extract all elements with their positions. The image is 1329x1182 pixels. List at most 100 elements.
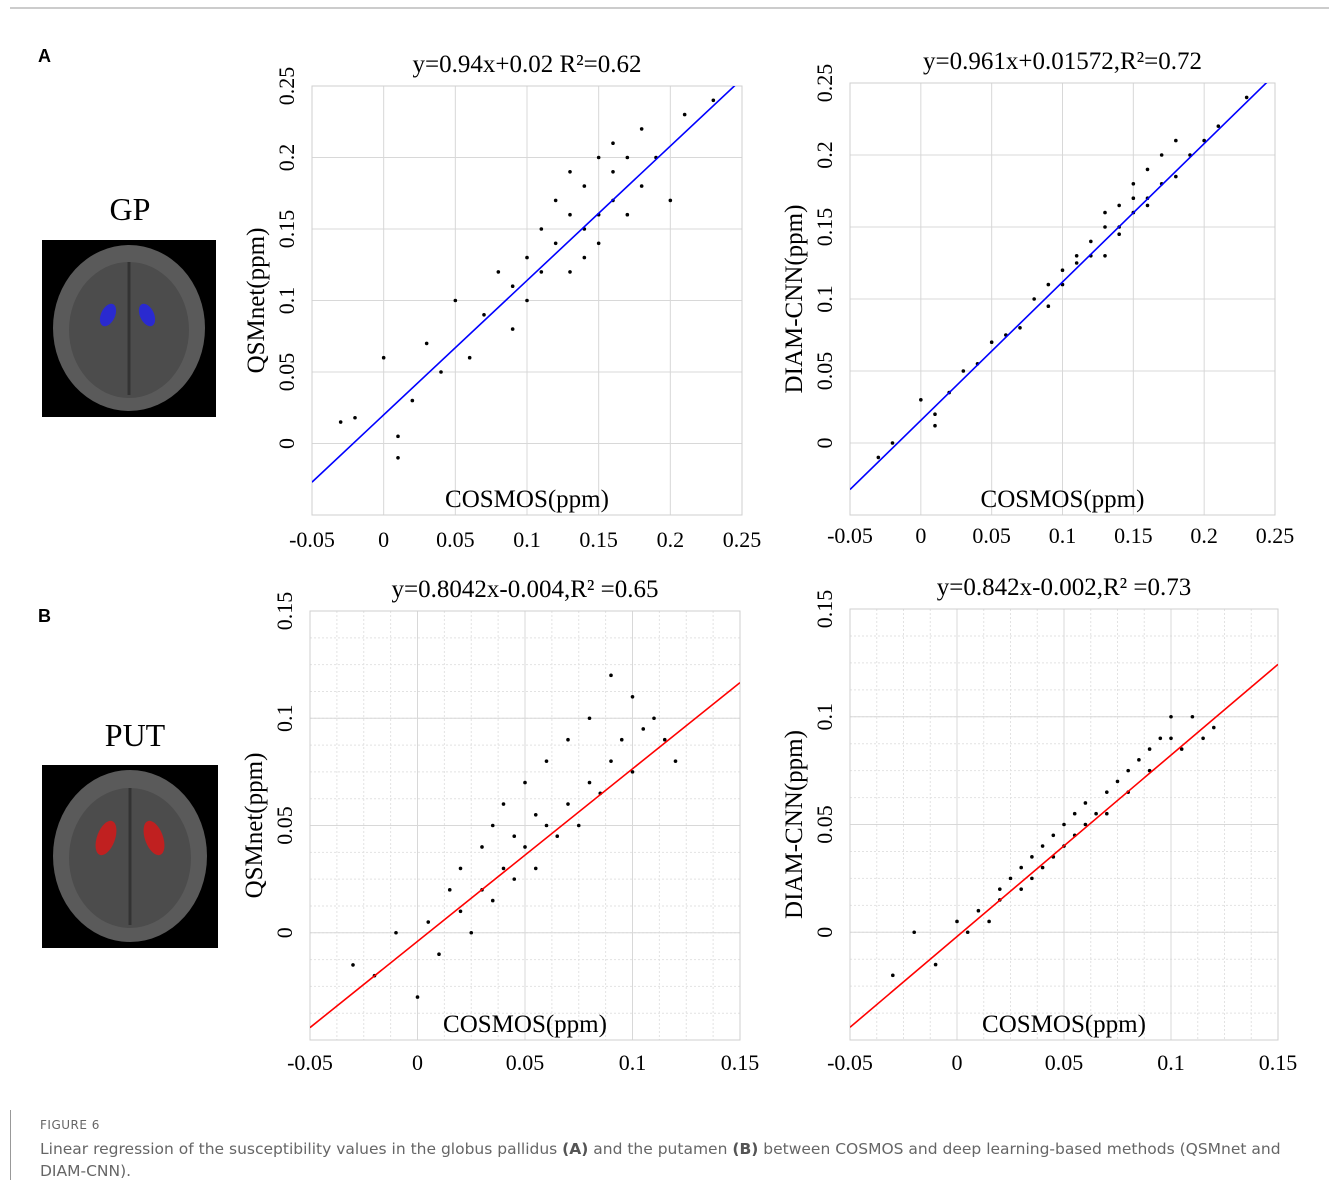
point (525, 298, 529, 303)
point (933, 412, 937, 417)
frame-line (10, 1110, 11, 1180)
y-tick-label: 0.2 (812, 141, 837, 169)
point (1040, 865, 1045, 870)
point (539, 227, 544, 231)
x-tick-label: -0.05 (287, 1050, 333, 1075)
x-tick-label: 0.05 (972, 523, 1011, 548)
point (512, 877, 517, 881)
point (424, 341, 429, 346)
y-tick-label: 0 (812, 438, 837, 449)
point (1179, 747, 1184, 751)
regression-line (850, 663, 1278, 1028)
point (510, 284, 515, 289)
point (469, 930, 474, 935)
point (1131, 196, 1136, 200)
point (523, 780, 527, 785)
x-tick-label: 0.15 (1259, 1050, 1298, 1075)
point (568, 270, 572, 274)
point (1062, 822, 1066, 827)
point (630, 695, 635, 699)
point (998, 887, 1002, 891)
point (1105, 811, 1109, 816)
point (1060, 268, 1065, 273)
point (1030, 855, 1034, 859)
point (619, 737, 624, 742)
point (533, 866, 538, 871)
point (976, 908, 981, 913)
point (919, 398, 923, 402)
point (458, 909, 463, 914)
point (596, 155, 601, 160)
point (1018, 326, 1022, 330)
x-tick-label: 0.25 (1256, 523, 1295, 548)
caption-part: and the putamen (588, 1140, 733, 1158)
point (553, 241, 558, 246)
point (912, 930, 916, 935)
point (1137, 758, 1141, 762)
x-tick-label: -0.05 (827, 523, 873, 548)
y-tick-label: 0 (274, 438, 299, 449)
point (490, 898, 495, 903)
point (1008, 876, 1013, 881)
point (1212, 725, 1216, 730)
point (1202, 138, 1206, 143)
y-tick-label: 0 (272, 927, 297, 938)
y-tick-label: 0.1 (812, 703, 837, 731)
x-tick-label: 0.05 (1045, 1050, 1084, 1075)
x-tick-label: -0.05 (289, 527, 335, 552)
point (989, 340, 994, 345)
region-label: GP (110, 191, 151, 227)
x-tick-label: -0.05 (827, 1050, 873, 1075)
x-tick-label: 0.05 (436, 527, 475, 552)
plot-border (311, 85, 743, 516)
point (1046, 304, 1051, 309)
point (544, 823, 549, 828)
x-tick-label: 0.1 (513, 527, 541, 552)
x-tick-label: 0 (952, 1050, 963, 1075)
point (582, 255, 587, 260)
point (639, 184, 644, 188)
x-tick-label: 0.15 (721, 1050, 760, 1075)
point (1117, 232, 1121, 236)
point (1103, 254, 1107, 258)
point (1174, 174, 1178, 179)
x-tick-label: 0 (378, 527, 389, 552)
y-axis-label: QSMnet(ppm) (243, 228, 270, 374)
brain-image (42, 240, 216, 417)
point (566, 802, 570, 806)
caption-text: Linear regression of the susceptibility … (40, 1138, 1290, 1182)
y-tick-label: 0.1 (272, 705, 297, 733)
point (439, 370, 443, 374)
point (711, 98, 716, 103)
point (890, 441, 895, 445)
point (490, 823, 495, 828)
x-axis-label: COSMOS(ppm) (982, 1011, 1146, 1038)
point (1244, 95, 1249, 100)
point (933, 423, 937, 428)
point (987, 919, 991, 924)
point (1030, 876, 1034, 881)
point (512, 834, 517, 839)
y-tick-label: 0.15 (274, 210, 299, 249)
point (961, 369, 966, 373)
point (582, 184, 587, 188)
point (1158, 736, 1163, 741)
x-tick-label: 0 (412, 1050, 423, 1075)
point (1131, 182, 1136, 186)
point (437, 952, 441, 956)
point (1032, 297, 1036, 301)
plot-border (309, 610, 741, 1041)
point (1051, 833, 1056, 838)
point (1083, 822, 1088, 827)
point (611, 170, 615, 174)
point (1103, 210, 1107, 215)
point (1074, 261, 1079, 265)
x-tick-label: 0.2 (657, 527, 685, 552)
caption-part: (A) (562, 1140, 589, 1158)
point (1147, 747, 1152, 751)
point (501, 802, 506, 806)
point (1089, 239, 1093, 244)
figure: A B GP PUT -0.05 0 0.05 0.1 0.15 0.2 0.25 0 0.05… (10, 7, 1329, 1075)
point (447, 888, 452, 892)
x-axis-label: COSMOS(ppm) (443, 1011, 607, 1038)
